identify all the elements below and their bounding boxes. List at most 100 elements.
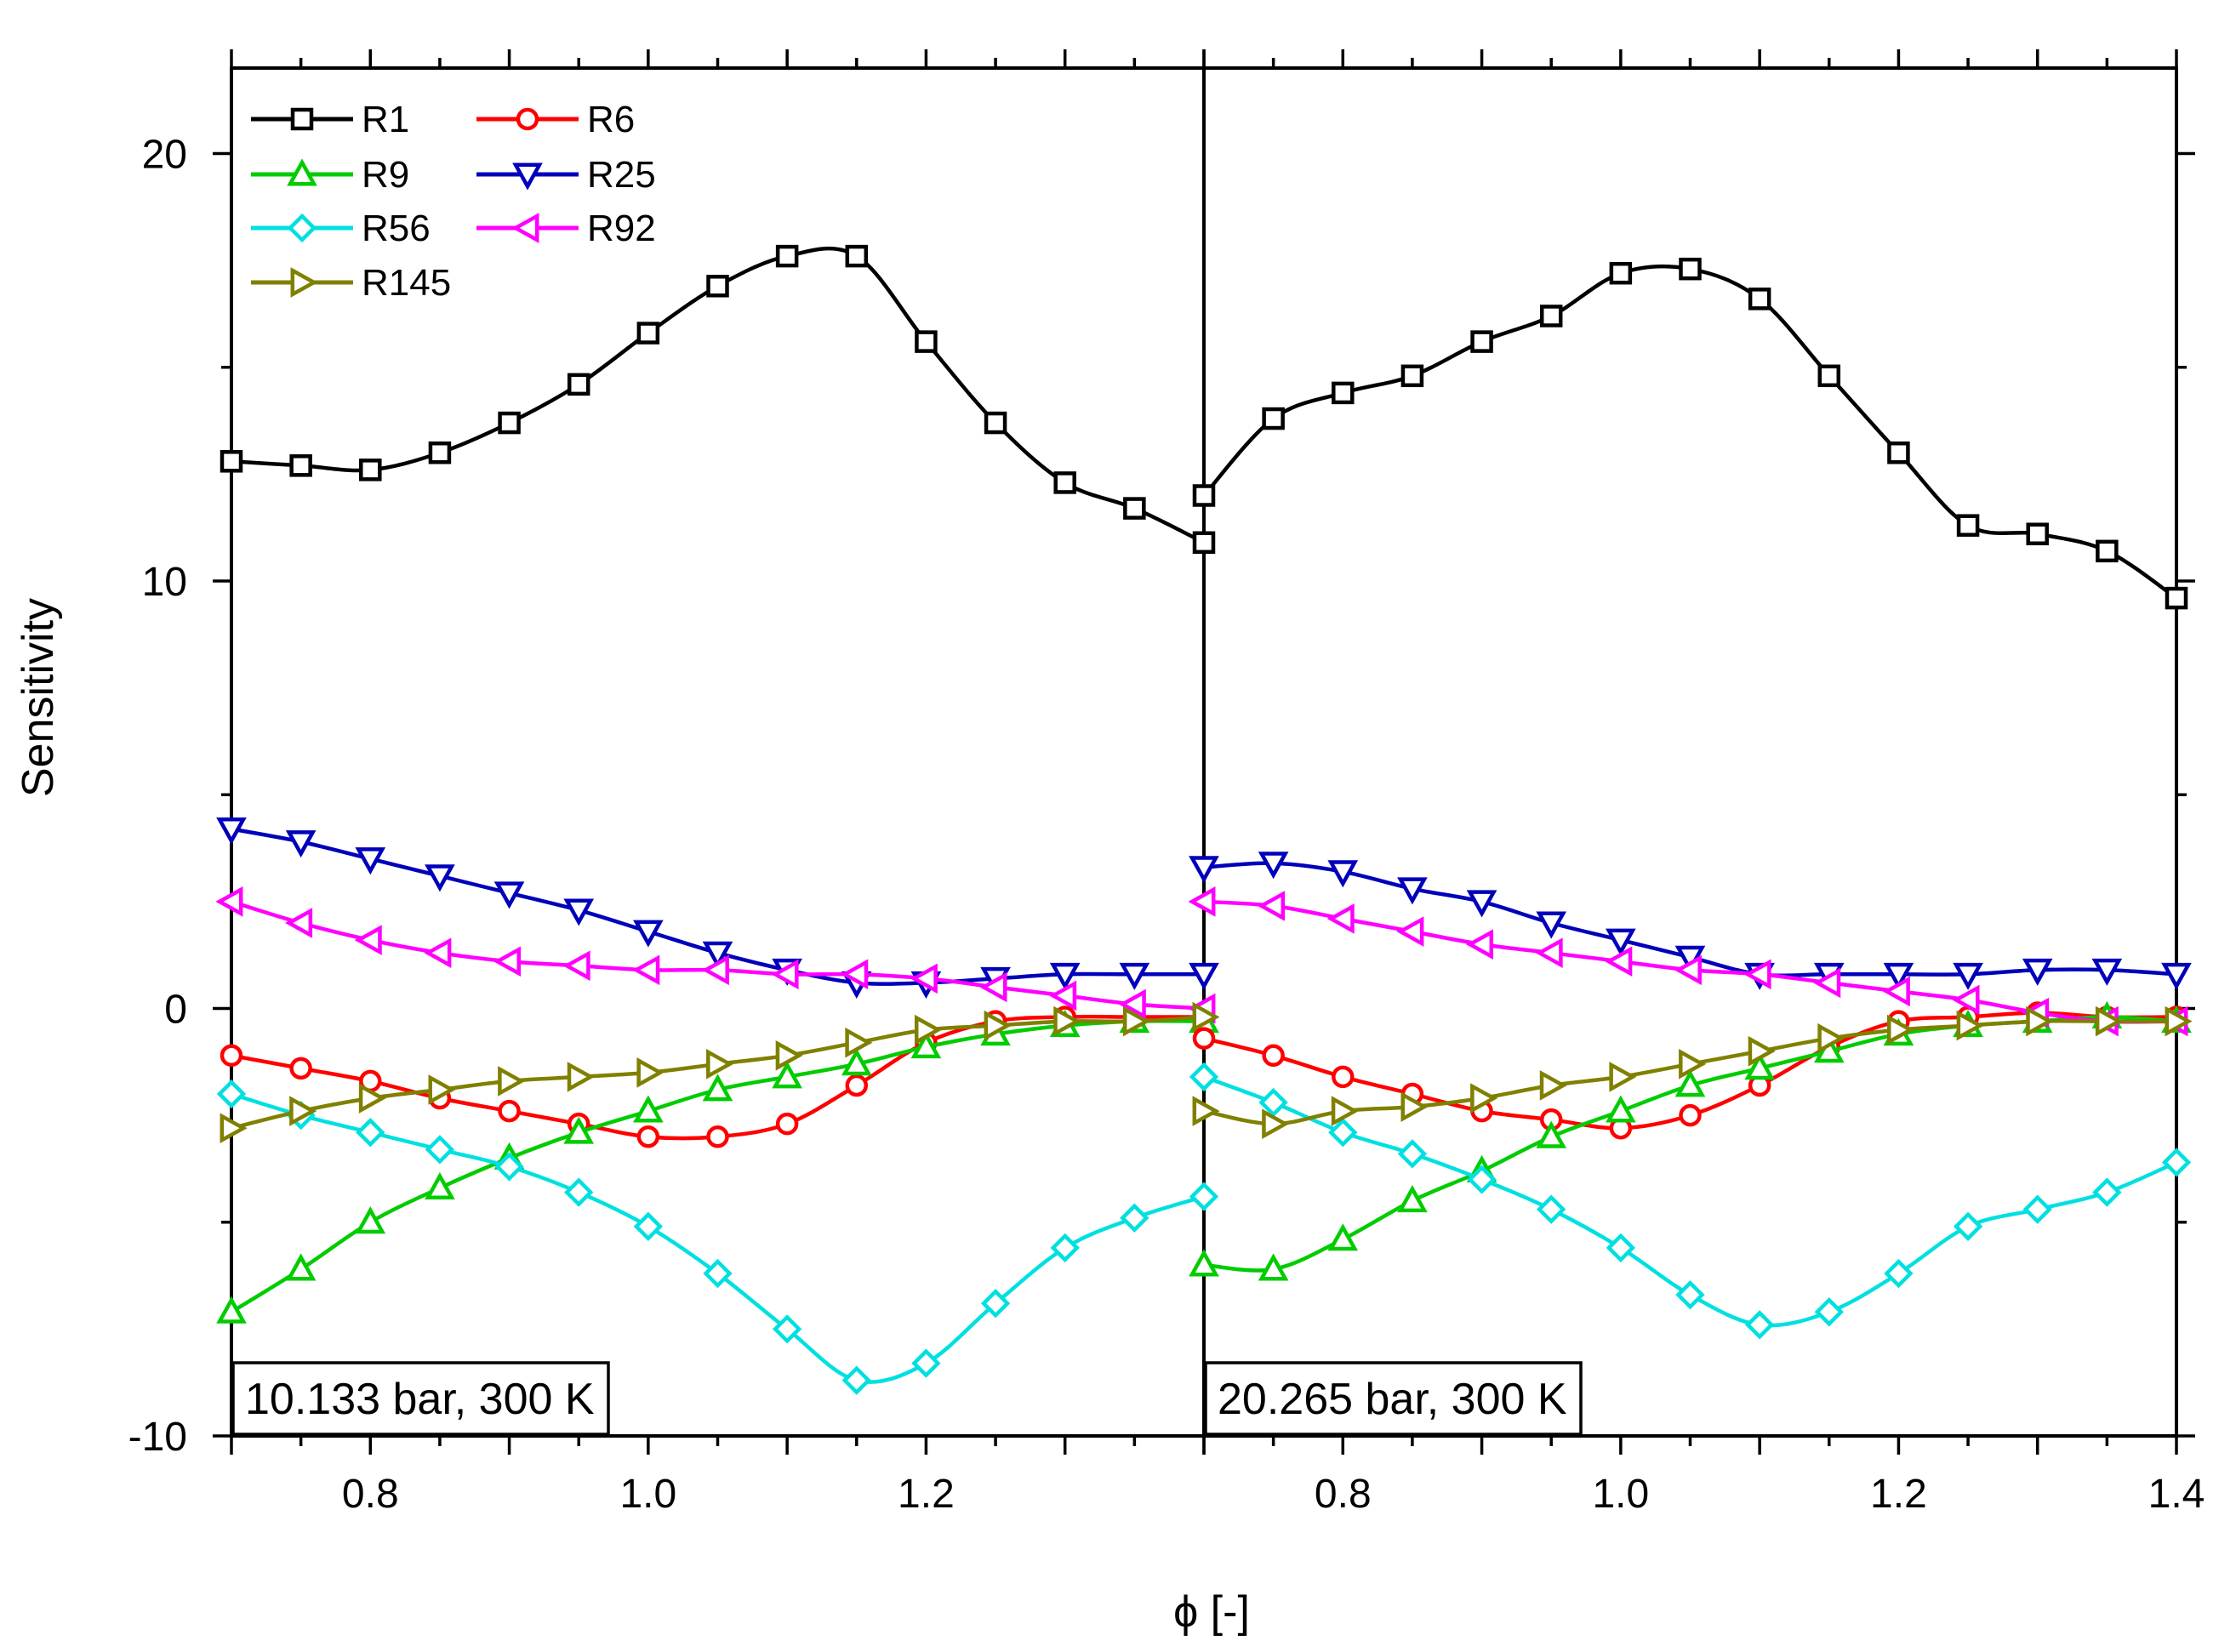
data-point-R1	[2096, 539, 2119, 563]
data-point-R56	[1675, 1279, 1705, 1310]
data-point-R25	[1119, 962, 1150, 990]
legend-marker-R92	[511, 213, 539, 243]
data-point-R145	[984, 1010, 1012, 1041]
data-point-R145	[845, 1027, 873, 1058]
legend-marker-R56	[287, 213, 317, 243]
series-line-R9	[1203, 1015, 2177, 1273]
data-point-R56	[633, 1211, 664, 1241]
x-tick-label: 1.0	[1592, 1472, 1649, 1517]
data-point-R25	[2091, 958, 2123, 986]
data-point-R6	[1262, 1044, 1285, 1068]
data-point-R6	[220, 1044, 243, 1068]
data-series	[216, 244, 2192, 1395]
data-point-R25	[633, 920, 664, 948]
data-point-R1	[1539, 305, 1563, 328]
data-point-R145	[2026, 1005, 2054, 1037]
data-point-R1	[1192, 484, 1216, 507]
data-point-R9	[1327, 1223, 1359, 1251]
data-point-R56	[841, 1365, 871, 1395]
data-point-R1	[984, 411, 1007, 435]
data-point-R145	[1470, 1083, 1498, 1114]
data-point-R56	[494, 1152, 524, 1182]
data-point-R9	[1397, 1184, 1428, 1213]
data-point-R9	[772, 1061, 802, 1089]
data-point-R25	[285, 830, 317, 858]
data-point-R56	[216, 1079, 247, 1109]
data-point-R25	[1606, 928, 1636, 956]
data-point-R92	[1743, 959, 1771, 990]
data-point-R92	[1605, 946, 1633, 977]
data-point-R92	[701, 954, 729, 986]
x-tick-label: 1.2	[898, 1472, 955, 1517]
data-point-R56	[425, 1135, 455, 1165]
data-point-R6	[1679, 1103, 1702, 1127]
x-tick-label: 0.8	[1315, 1472, 1372, 1517]
legend-label-R92: R92	[587, 208, 656, 249]
data-point-R92	[354, 925, 382, 955]
data-point-R9	[841, 1048, 872, 1076]
data-point-R92	[1326, 903, 1355, 934]
plot-frame	[230, 66, 2178, 1438]
panel-label: 20.265 bar, 300 K	[1218, 1375, 1567, 1424]
data-point-R25	[1327, 860, 1359, 888]
data-point-R25	[2022, 958, 2053, 986]
data-point-R1	[359, 459, 382, 481]
data-point-R56	[1744, 1310, 1775, 1340]
data-point-R1	[289, 454, 312, 477]
data-point-R1	[498, 411, 521, 435]
data-point-R92	[1049, 980, 1077, 1011]
data-point-R9	[355, 1206, 386, 1234]
data-point-R56	[2161, 1148, 2192, 1177]
data-point-R25	[355, 847, 386, 875]
data-point-R92	[285, 908, 313, 938]
data-point-R92	[1882, 976, 1910, 1007]
data-point-R6	[289, 1057, 312, 1080]
data-point-R1	[1748, 288, 1771, 310]
data-point-R145	[775, 1040, 803, 1071]
data-point-R9	[633, 1095, 664, 1123]
data-point-R9	[910, 1031, 942, 1059]
legend-marker-R145	[290, 267, 318, 298]
legend: R1 R6 R9 R25 R56 R92 R145	[251, 99, 656, 304]
data-point-R145	[1886, 1014, 1915, 1045]
data-point-R6	[498, 1099, 521, 1123]
panel-1-series	[216, 244, 1219, 1395]
data-point-R1	[1123, 497, 1146, 520]
data-point-R56	[1397, 1139, 1428, 1169]
data-point-R92	[562, 950, 590, 982]
data-point-R1	[1679, 257, 1702, 281]
data-point-R145	[567, 1062, 595, 1092]
data-point-R1	[2026, 522, 2049, 545]
x-tick-label: 1.4	[2148, 1472, 2205, 1517]
data-point-R92	[1535, 937, 1563, 968]
data-point-R6	[775, 1112, 799, 1136]
data-point-R1	[706, 275, 729, 298]
data-point-R56	[356, 1118, 385, 1148]
data-point-R145	[1748, 1035, 1776, 1067]
data-point-R6	[845, 1074, 869, 1097]
data-point-R145	[428, 1074, 456, 1105]
data-point-R92	[632, 954, 660, 986]
data-point-R25	[1883, 962, 1914, 990]
data-point-R56	[1189, 1062, 1219, 1092]
data-point-R9	[563, 1116, 595, 1144]
y-tick-label: 0	[164, 988, 187, 1033]
data-point-R1	[775, 244, 799, 268]
data-point-R1	[1332, 381, 1355, 405]
data-point-R145	[220, 1113, 248, 1144]
data-point-R145	[1817, 1023, 1845, 1054]
data-point-R56	[1120, 1203, 1149, 1233]
data-point-R56	[1884, 1258, 1914, 1289]
data-point-R1	[636, 322, 660, 345]
data-point-R92	[1258, 891, 1286, 921]
data-point-R25	[1466, 890, 1497, 918]
data-point-R145	[636, 1057, 665, 1088]
legend-label-R145: R145	[362, 262, 451, 304]
data-point-R1	[1956, 514, 1980, 537]
x-axis-title: ϕ [-]	[1173, 1587, 1250, 1637]
data-point-R92	[1118, 988, 1146, 1020]
data-point-R6	[636, 1125, 660, 1148]
data-point-R56	[1953, 1211, 1983, 1241]
data-point-R92	[1813, 967, 1841, 999]
